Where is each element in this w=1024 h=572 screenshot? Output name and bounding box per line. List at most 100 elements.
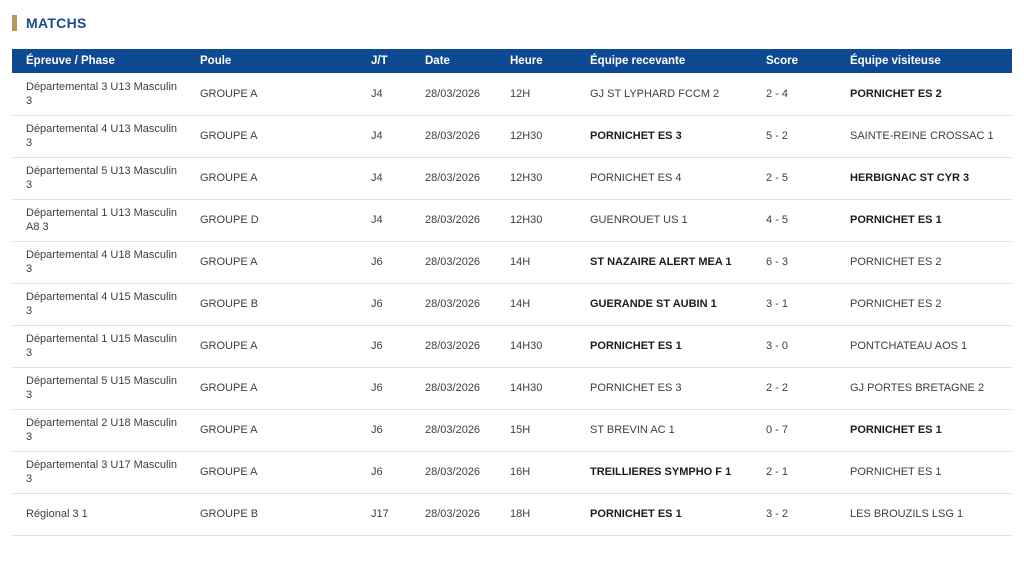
cell-heure: 14H30	[496, 367, 576, 410]
cell-jt: J6	[357, 283, 411, 326]
cell-score: 4 - 5	[752, 199, 836, 242]
table-row: Départemental 3 U13 Masculin 3 GROUPE A …	[12, 73, 1012, 116]
table-row: Départemental 4 U15 Masculin 3 GROUPE B …	[12, 283, 1012, 326]
cell-jt: J6	[357, 325, 411, 368]
cell-date: 28/03/2026	[411, 409, 496, 452]
cell-heure: 12H	[496, 73, 576, 116]
cell-home-team: PORNICHET ES 1	[576, 493, 752, 536]
column-header-score: Score	[752, 49, 836, 73]
cell-score: 2 - 4	[752, 73, 836, 116]
column-header-home: Équipe recevante	[576, 49, 752, 73]
cell-score: 2 - 5	[752, 157, 836, 200]
cell-poule: GROUPE A	[186, 115, 357, 158]
cell-date: 28/03/2026	[411, 157, 496, 200]
cell-heure: 16H	[496, 451, 576, 494]
cell-poule: GROUPE B	[186, 493, 357, 536]
cell-poule: GROUPE A	[186, 325, 357, 368]
cell-date: 28/03/2026	[411, 493, 496, 536]
page-title: MATCHS	[26, 15, 87, 31]
table-row: Départemental 2 U18 Masculin 3 GROUPE A …	[12, 409, 1012, 452]
cell-away-team: PORNICHET ES 1	[836, 409, 1012, 452]
cell-home-team: GJ ST LYPHARD FCCM 2	[576, 73, 752, 116]
column-header-jt: J/T	[357, 49, 411, 73]
cell-away-team: PORNICHET ES 2	[836, 241, 1012, 284]
cell-poule: GROUPE A	[186, 157, 357, 200]
cell-score: 0 - 7	[752, 409, 836, 452]
cell-poule: GROUPE D	[186, 199, 357, 242]
section-header: MATCHS	[0, 0, 1024, 31]
column-header-poule: Poule	[186, 49, 357, 73]
cell-heure: 14H	[496, 283, 576, 326]
cell-home-team: PORNICHET ES 4	[576, 157, 752, 200]
cell-away-team: GJ PORTES BRETAGNE 2	[836, 367, 1012, 410]
cell-heure: 12H30	[496, 199, 576, 242]
cell-heure: 14H	[496, 241, 576, 284]
cell-poule: GROUPE B	[186, 283, 357, 326]
cell-date: 28/03/2026	[411, 367, 496, 410]
cell-away-team: PORNICHET ES 2	[836, 283, 1012, 326]
cell-poule: GROUPE A	[186, 451, 357, 494]
cell-epreuve: Départemental 1 U13 Masculin A8 3	[12, 199, 186, 242]
table-row: Départemental 3 U17 Masculin 3 GROUPE A …	[12, 451, 1012, 494]
cell-score: 5 - 2	[752, 115, 836, 158]
cell-epreuve: Départemental 3 U13 Masculin 3	[12, 73, 186, 116]
cell-home-team: PORNICHET ES 3	[576, 367, 752, 410]
cell-jt: J6	[357, 241, 411, 284]
cell-poule: GROUPE A	[186, 241, 357, 284]
cell-epreuve: Départemental 4 U13 Masculin 3	[12, 115, 186, 158]
cell-jt: J4	[357, 115, 411, 158]
cell-score: 3 - 2	[752, 493, 836, 536]
cell-score: 3 - 1	[752, 283, 836, 326]
table-header: Épreuve / Phase Poule J/T Date Heure Équ…	[12, 49, 1012, 73]
cell-date: 28/03/2026	[411, 241, 496, 284]
table-row: Départemental 4 U18 Masculin 3 GROUPE A …	[12, 241, 1012, 284]
cell-epreuve: Départemental 3 U17 Masculin 3	[12, 451, 186, 494]
cell-jt: J4	[357, 199, 411, 242]
cell-date: 28/03/2026	[411, 115, 496, 158]
cell-epreuve: Départemental 4 U15 Masculin 3	[12, 283, 186, 326]
cell-date: 28/03/2026	[411, 73, 496, 116]
table-row: Départemental 4 U13 Masculin 3 GROUPE A …	[12, 115, 1012, 158]
table-row: Départemental 1 U15 Masculin 3 GROUPE A …	[12, 325, 1012, 368]
cell-away-team: PORNICHET ES 1	[836, 199, 1012, 242]
table-row: Régional 3 1 GROUPE B J17 28/03/2026 18H…	[12, 493, 1012, 536]
cell-poule: GROUPE A	[186, 73, 357, 116]
cell-home-team: TREILLIERES SYMPHO F 1	[576, 451, 752, 494]
table-row: Départemental 1 U13 Masculin A8 3 GROUPE…	[12, 199, 1012, 242]
cell-epreuve: Départemental 5 U15 Masculin 3	[12, 367, 186, 410]
cell-poule: GROUPE A	[186, 409, 357, 452]
cell-jt: J6	[357, 409, 411, 452]
cell-date: 28/03/2026	[411, 451, 496, 494]
column-header-away: Équipe visiteuse	[836, 49, 1012, 73]
cell-epreuve: Départemental 2 U18 Masculin 3	[12, 409, 186, 452]
cell-home-team: PORNICHET ES 1	[576, 325, 752, 368]
cell-home-team: ST NAZAIRE ALERT MEA 1	[576, 241, 752, 284]
cell-jt: J6	[357, 367, 411, 410]
column-header-epreuve: Épreuve / Phase	[12, 49, 186, 73]
cell-jt: J6	[357, 451, 411, 494]
cell-date: 28/03/2026	[411, 283, 496, 326]
cell-home-team: GUENROUET US 1	[576, 199, 752, 242]
cell-away-team: SAINTE-REINE CROSSAC 1	[836, 115, 1012, 158]
cell-away-team: PONTCHATEAU AOS 1	[836, 325, 1012, 368]
cell-score: 3 - 0	[752, 325, 836, 368]
cell-score: 2 - 2	[752, 367, 836, 410]
cell-home-team: ST BREVIN AC 1	[576, 409, 752, 452]
cell-home-team: PORNICHET ES 3	[576, 115, 752, 158]
matches-table: Épreuve / Phase Poule J/T Date Heure Équ…	[12, 49, 1012, 536]
cell-date: 28/03/2026	[411, 325, 496, 368]
cell-epreuve: Départemental 5 U13 Masculin 3	[12, 157, 186, 200]
cell-heure: 12H30	[496, 115, 576, 158]
table-row: Départemental 5 U13 Masculin 3 GROUPE A …	[12, 157, 1012, 200]
column-header-heure: Heure	[496, 49, 576, 73]
cell-epreuve: Départemental 1 U15 Masculin 3	[12, 325, 186, 368]
cell-heure: 12H30	[496, 157, 576, 200]
cell-heure: 15H	[496, 409, 576, 452]
cell-jt: J17	[357, 493, 411, 536]
cell-away-team: PORNICHET ES 2	[836, 73, 1012, 116]
accent-bar-icon	[12, 15, 17, 31]
cell-away-team: PORNICHET ES 1	[836, 451, 1012, 494]
table-row: Départemental 5 U15 Masculin 3 GROUPE A …	[12, 367, 1012, 410]
cell-jt: J4	[357, 73, 411, 116]
cell-heure: 14H30	[496, 325, 576, 368]
